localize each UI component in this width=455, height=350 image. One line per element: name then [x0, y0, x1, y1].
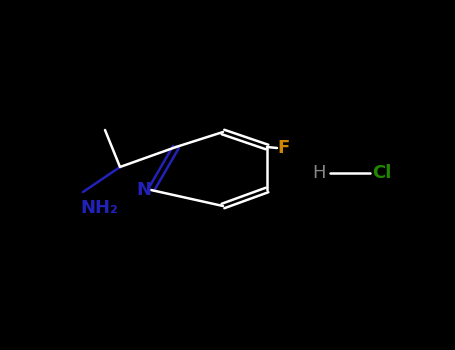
- Text: NH₂: NH₂: [81, 199, 119, 217]
- Text: Cl: Cl: [372, 164, 392, 182]
- Text: F: F: [277, 139, 289, 157]
- Text: H: H: [312, 164, 325, 182]
- Text: N: N: [136, 181, 151, 199]
